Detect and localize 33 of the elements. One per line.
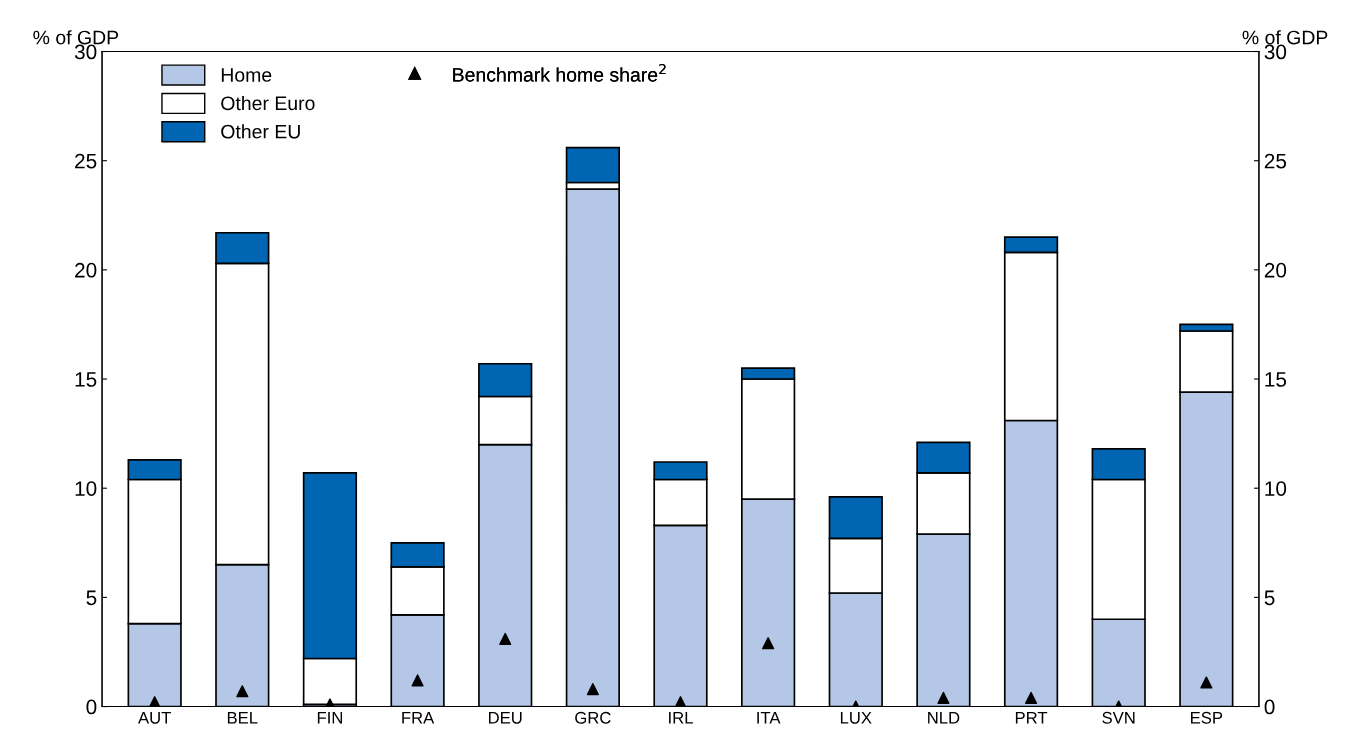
x-tick-label: SVN [1102, 711, 1135, 724]
y-tick-label: 5 [86, 590, 97, 606]
y2-tick-label: 25 [1264, 153, 1287, 169]
x-tick-label: AUT [138, 712, 171, 724]
y-axis-title: % of GDP [33, 30, 119, 45]
x-tick-label: IRL [669, 712, 693, 724]
y2-tick-label: 5 [1264, 590, 1275, 606]
legend-label: Home [221, 68, 272, 82]
x-tick-label: NLD [928, 712, 960, 724]
x-tick-label: LUX [840, 712, 872, 724]
x-tick-label: DEU [488, 712, 522, 724]
y-tick-label: 30 [74, 44, 97, 60]
y-tick-label: 25 [75, 153, 97, 169]
x-tick-label: ESP [1191, 711, 1223, 724]
y-tick-label: 20 [75, 262, 97, 278]
legend-label: Benchmark home share$^{2}$ [453, 63, 666, 82]
y-tick-label: 0 [86, 699, 97, 715]
x-tick-label: PRT [1015, 712, 1048, 724]
x-tick-label: FRA [402, 712, 435, 724]
y2-tick-label: 0 [1264, 699, 1275, 715]
y2-axis-title: % of GDP [1242, 30, 1328, 45]
y2-tick-label: 15 [1265, 372, 1287, 387]
x-tick-label: ITA [757, 712, 781, 724]
y-tick-label: 10 [75, 481, 97, 496]
y2-tick-label: 30 [1264, 44, 1287, 60]
legend-label: Other EU [221, 124, 300, 139]
y-tick-label: 15 [75, 372, 97, 387]
x-tick-label: FIN [317, 712, 342, 724]
x-tick-label: GRC [575, 711, 611, 724]
legend-label: Other Euro [221, 95, 315, 111]
x-tick-label: BEL [227, 712, 258, 724]
y2-tick-label: 20 [1264, 262, 1287, 278]
y2-tick-label: 10 [1265, 481, 1287, 496]
